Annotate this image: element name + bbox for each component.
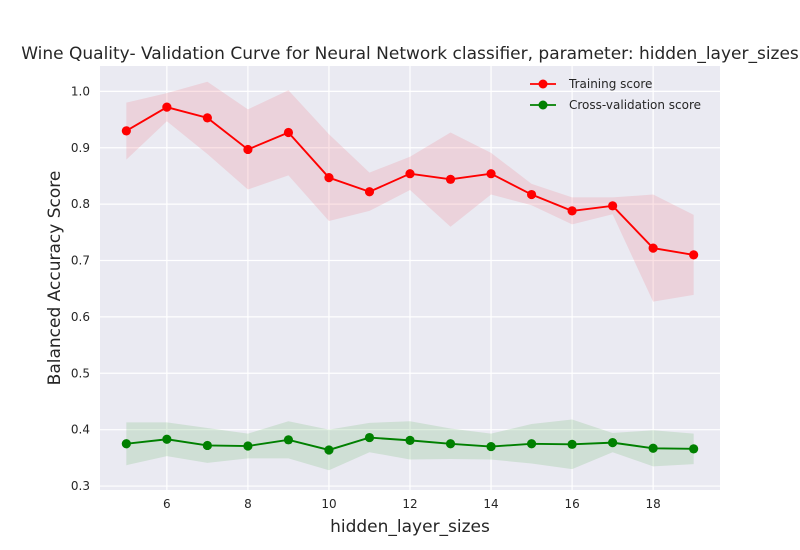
y-tick-label: 0.5 xyxy=(71,366,90,380)
legend-label-training: Training score xyxy=(568,77,652,91)
x-tick-label: 12 xyxy=(402,497,417,511)
cross-validation-score-point xyxy=(243,441,253,451)
y-tick-label: 0.7 xyxy=(71,254,90,268)
cross-validation-score-point xyxy=(445,439,456,449)
training-score-point xyxy=(243,144,253,155)
grid-lines xyxy=(100,66,720,490)
training-score-point xyxy=(364,187,375,197)
cross-validation-score-point xyxy=(567,439,577,449)
training-score-point xyxy=(486,169,496,179)
training-score-point xyxy=(324,173,334,183)
training-std-band xyxy=(126,81,694,302)
tick-labels: 6 8 10 12 14 16 18 0.3 0.4 0.5 0.6 0.7 0.8 0.9 1.0 xyxy=(71,84,661,511)
training-score-point xyxy=(648,243,658,253)
cross-validation-score-point xyxy=(324,445,334,455)
y-tick-label: 1.0 xyxy=(71,84,90,98)
cross-validation-score-point xyxy=(486,441,496,452)
y-tick-label: 0.3 xyxy=(71,479,90,493)
y-tick-label: 0.9 xyxy=(71,141,90,155)
series-points xyxy=(121,102,699,455)
cross-validation-score-point xyxy=(405,435,415,445)
x-tick-label: 8 xyxy=(244,497,252,511)
legend: Training score Cross-validation score xyxy=(530,77,701,112)
x-tick-label: 14 xyxy=(483,497,498,511)
x-axis-label: hidden_layer_sizes xyxy=(330,517,490,537)
training-score-point xyxy=(689,250,699,260)
cross-validation-score-point xyxy=(689,444,699,454)
x-tick-label: 10 xyxy=(321,497,336,511)
cross-validation-score-point xyxy=(121,439,131,449)
legend-marker-cross-validation xyxy=(538,100,548,110)
y-tick-label: 0.6 xyxy=(71,310,90,324)
training-score-point xyxy=(405,169,415,179)
training-score-point xyxy=(526,189,537,200)
cross-validation-score-point xyxy=(202,440,212,451)
cross-validation-score-point xyxy=(648,443,658,453)
legend-item-cross-validation: Cross-validation score xyxy=(530,98,701,112)
x-tick-label: 6 xyxy=(163,497,171,511)
training-score-point xyxy=(202,113,212,123)
training-score-point xyxy=(121,126,131,136)
training-score-point xyxy=(608,201,618,211)
y-tick-label: 0.4 xyxy=(71,423,90,437)
training-score-point xyxy=(567,206,577,216)
legend-marker-training xyxy=(538,79,548,89)
x-tick-label: 18 xyxy=(645,497,660,511)
legend-label-cross-validation: Cross-validation score xyxy=(569,98,701,112)
y-tick-label: 0.8 xyxy=(71,197,90,211)
cross-validation-score-point xyxy=(364,432,375,443)
cross-validation-score-point xyxy=(526,439,537,449)
x-tick-label: 16 xyxy=(564,497,579,511)
y-axis-label: Balanced Accuracy Score xyxy=(45,171,65,386)
training-score-point xyxy=(162,102,172,112)
cross-validation-score-point xyxy=(283,435,294,445)
cross-validation-score-point xyxy=(608,438,618,448)
training-score-point xyxy=(283,127,294,138)
chart-title: Wine Quality- Validation Curve for Neura… xyxy=(21,44,799,64)
legend-item-training: Training score xyxy=(530,77,652,91)
cross-validation-score-point xyxy=(162,434,172,444)
training-score-point xyxy=(445,174,456,184)
